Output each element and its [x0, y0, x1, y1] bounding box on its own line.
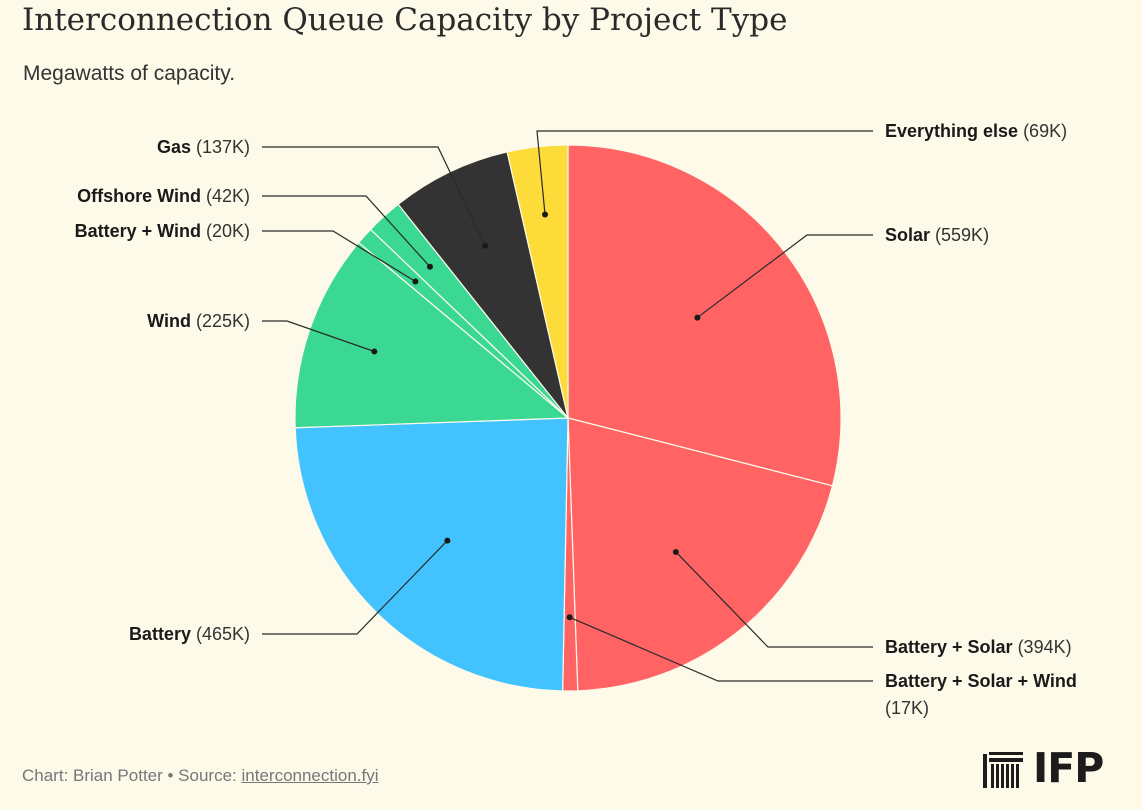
slice-label-value: (465K)	[191, 624, 250, 644]
slice-label-value: (225K)	[191, 311, 250, 331]
slice-labels: Solar (559K)Battery + Solar (394K)Batter…	[75, 121, 1077, 718]
slice-solar	[567, 144, 842, 487]
chart-subtitle: Megawatts of capacity.	[23, 62, 236, 85]
leader-line-solar	[697, 234, 873, 319]
slice-label-wind: Wind (225K)	[147, 311, 250, 331]
slice-label-value: (559K)	[930, 225, 989, 245]
chart-footer: Chart: Brian Potter • Source: interconne…	[22, 766, 379, 786]
leader-line-battery	[262, 540, 448, 635]
slice-label-battery-wind: Battery + Wind (20K)	[75, 221, 250, 241]
slice-label-value: (69K)	[1018, 121, 1067, 141]
anchor-dot-everything-else	[542, 211, 549, 218]
anchor-dot-battery-solar	[672, 548, 679, 555]
slice-label-battery: Battery (465K)	[129, 624, 250, 644]
slice-label-gas: Gas (137K)	[157, 137, 250, 157]
slice-label-name: Battery	[129, 624, 191, 644]
slice-label-battery-solar: Battery + Solar (394K)	[885, 637, 1072, 657]
credit-text: Chart: Brian Potter • Source:	[22, 766, 242, 785]
slice-everything-else	[506, 144, 569, 419]
slice-label-name: Offshore Wind	[77, 186, 201, 206]
slice-label-offshore-wind: Offshore Wind (42K)	[77, 186, 250, 206]
slice-label-value: (42K)	[201, 186, 250, 206]
slice-label-name: Battery + Solar	[885, 637, 1013, 657]
slice-label-solar: Solar (559K)	[885, 225, 989, 245]
anchor-dot-solar	[694, 314, 701, 321]
slice-label-name: Everything else	[885, 121, 1018, 141]
slice-label-name: Battery + Wind	[75, 221, 201, 241]
slice-label-value: (17K)	[885, 698, 929, 718]
slice-label-value: (137K)	[191, 137, 250, 157]
leader-line-battery-solar	[675, 551, 873, 648]
anchor-dot-battery-wind	[412, 278, 419, 285]
ifp-logo: IFP	[983, 744, 1104, 792]
ifp-building-icon	[983, 752, 1023, 788]
slice-label-name: Battery + Solar + Wind	[885, 671, 1077, 691]
leader-line-offshore-wind	[262, 195, 431, 268]
anchor-dot-battery	[444, 537, 451, 544]
slice-label-name: Gas	[157, 137, 191, 157]
slice-label-everything-else: Everything else (69K)	[885, 121, 1067, 141]
chart-title: Interconnection Queue Capacity by Projec…	[22, 2, 788, 38]
leader-line-wind	[262, 320, 375, 353]
slice-label-battery-solar-wind: Battery + Solar + Wind (17K)	[885, 671, 1077, 718]
leader-line-battery-wind	[262, 230, 416, 282]
slice-label-name: Wind	[147, 311, 191, 331]
anchor-dot-wind	[371, 348, 378, 355]
slice-battery-solar	[567, 417, 834, 692]
slice-battery	[294, 417, 569, 692]
logo-text: IFP	[1033, 744, 1104, 792]
anchor-dot-gas	[482, 242, 489, 249]
leader-lines	[262, 130, 873, 682]
leader-line-battery-solar-wind	[569, 616, 873, 682]
anchor-dot-offshore-wind	[426, 263, 433, 270]
pie-slices	[294, 144, 842, 692]
slice-label-name: Solar	[885, 225, 930, 245]
slice-label-value: (20K)	[201, 221, 250, 241]
slice-label-value: (394K)	[1013, 637, 1072, 657]
source-link[interactable]: interconnection.fyi	[241, 766, 379, 785]
leader-line-everything-else	[536, 130, 873, 215]
leader-line-gas	[262, 146, 486, 247]
anchor-dot-battery-solar-wind	[566, 614, 573, 621]
